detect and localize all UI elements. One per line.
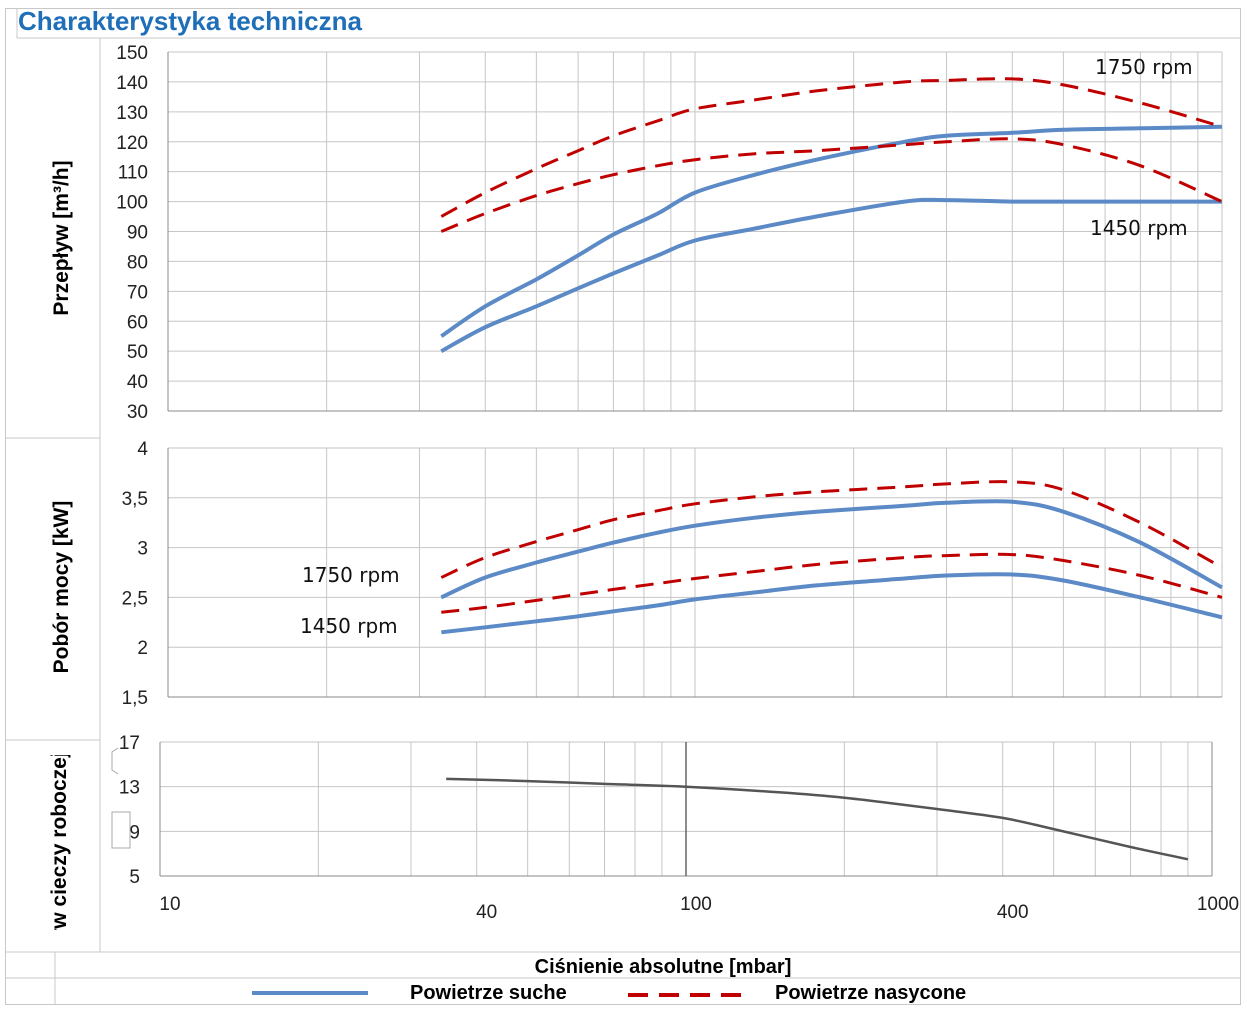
rpm-annotation: 1750 rpm — [1095, 55, 1193, 79]
series-line-dry — [441, 572, 1223, 635]
y-tick-label: 60 — [127, 312, 148, 333]
y-tick-label: 2 — [137, 638, 148, 659]
series-line-saturated — [440, 480, 1223, 579]
y-tick-label: 70 — [127, 282, 148, 303]
y-tick-label: 17 — [119, 733, 140, 754]
x-tick-label: 400 — [997, 902, 1029, 923]
rpm-annotation: 1450 rpm — [300, 614, 398, 638]
rpm-annotation: 1450 rpm — [1090, 216, 1188, 240]
legend: Powietrze suche Powietrze nasycone — [252, 982, 966, 1004]
x-tick-label: 1000 — [1197, 894, 1239, 915]
y-tick-label: 130 — [116, 103, 148, 124]
power-y-label: Pobór mocy [kW] — [50, 501, 73, 674]
y-tick-label: 3 — [137, 539, 148, 560]
series-line-dry — [440, 499, 1223, 600]
y-tick-label: 80 — [127, 252, 148, 273]
x-axis-label: Ciśnienie absolutne [mbar] — [535, 956, 792, 978]
x-tick-label: 40 — [476, 902, 497, 923]
x-tick-label: 10 — [159, 894, 180, 915]
x-tick-label: 100 — [680, 894, 712, 915]
legend-saturated-label: Powietrze nasycone — [775, 982, 966, 1004]
fluid-y-label: Przepływ cieczy roboczej [l/min] — [48, 683, 71, 1004]
y-tick-label: 1,5 — [122, 688, 148, 709]
series-line-dry — [440, 124, 1223, 338]
series-line-dry — [440, 197, 1222, 353]
y-tick-label: 9 — [129, 822, 140, 843]
page-title: Charakterystyka techniczna — [18, 6, 362, 36]
y-tick-label: 140 — [116, 73, 148, 94]
fluid-panel: 5 9 13 17 10 40 100 400 1000 — [119, 733, 1239, 923]
y-tick-label: 90 — [127, 223, 148, 244]
y-tick-label: 50 — [127, 342, 148, 363]
series-line-saturated — [440, 77, 1223, 218]
series-line-saturated — [441, 552, 1223, 614]
flow-y-label: Przepływ [m³/h] — [50, 160, 73, 315]
series-line-saturated — [440, 137, 1223, 233]
y-tick-label: 13 — [119, 778, 140, 799]
y-tick-label: 150 — [116, 43, 148, 64]
series-line-fluid — [446, 777, 1189, 861]
y-tick-label: 30 — [127, 402, 148, 423]
y-tick-label: 110 — [118, 163, 148, 184]
power-panel: 1,5 2 2,5 3 3,5 4 1750 rpm 1450 rpm — [122, 439, 1223, 709]
bracket-shape-2 — [111, 811, 131, 849]
y-tick-label: 5 — [129, 867, 140, 888]
y-tick-label: 4 — [137, 439, 148, 460]
table-frame — [5, 8, 1241, 1005]
legend-dry-label: Powietrze suche — [410, 982, 567, 1004]
flow-panel: 30 40 50 60 70 80 90 100 110 120 130 140 150 1750 rpm… — [116, 43, 1223, 423]
bracket-shape-1 — [111, 747, 119, 775]
rpm-annotation: 1750 rpm — [302, 563, 400, 587]
y-tick-label: 40 — [127, 372, 148, 393]
y-tick-label: 100 — [116, 193, 148, 214]
y-tick-label: 2,5 — [122, 588, 148, 609]
y-tick-label: 3,5 — [122, 489, 148, 510]
y-tick-label: 120 — [116, 133, 148, 154]
